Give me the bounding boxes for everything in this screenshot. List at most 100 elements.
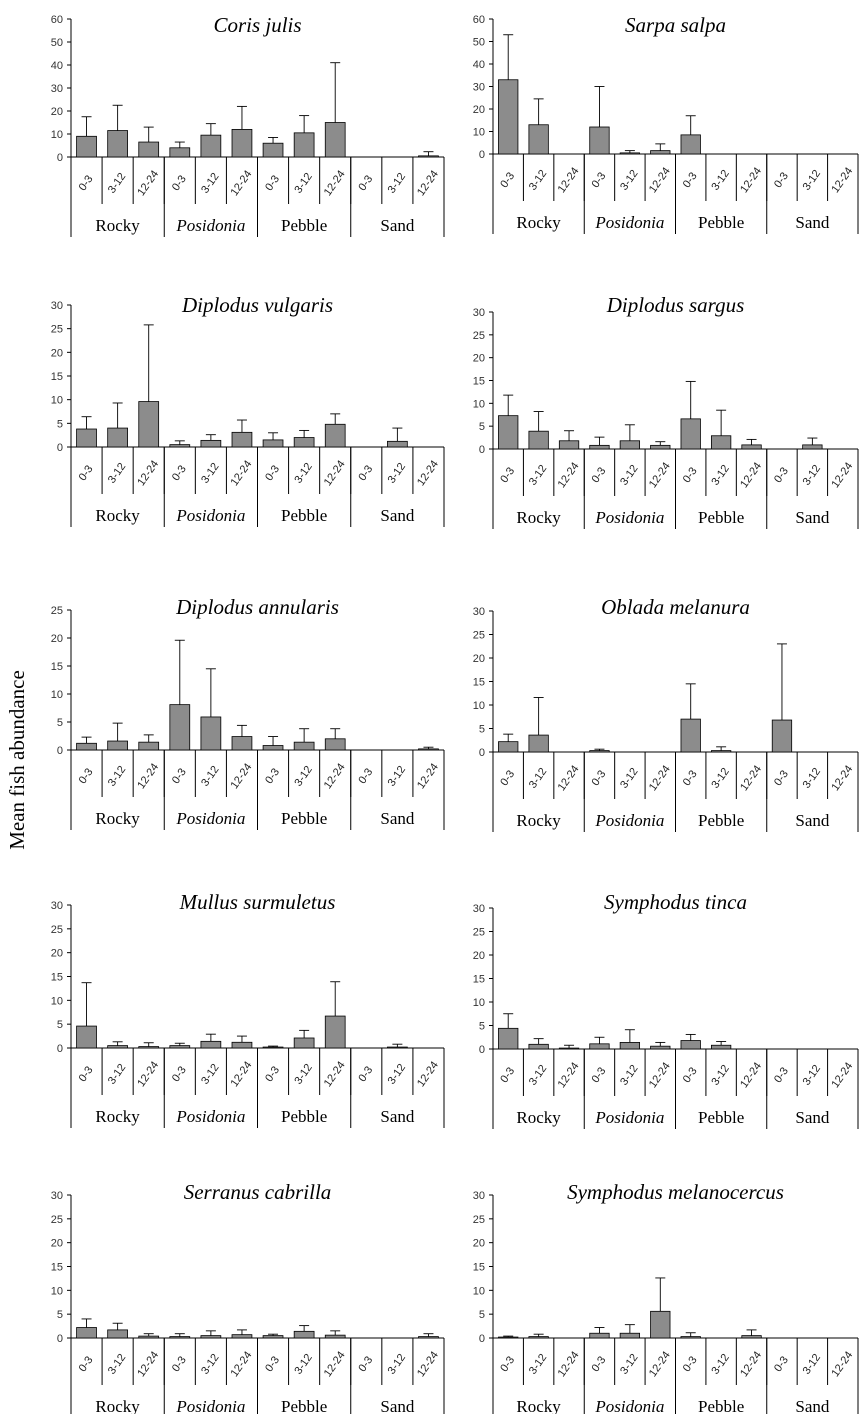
- category-label: 0-3: [356, 1354, 375, 1374]
- habitat-label: Pebble: [698, 1397, 744, 1414]
- category-label: 0-3: [681, 170, 700, 190]
- bar: [200, 1335, 222, 1339]
- bar: [293, 1330, 315, 1339]
- chart-title: Mullus surmuletus: [179, 890, 336, 914]
- bar: [107, 1045, 128, 1049]
- chart-panel-10: Symphodus melanocercus 0 5 10 15 20 25 30 0-3 3-1…: [473, 1180, 859, 1414]
- category-label: 12-24: [556, 460, 582, 490]
- category-label: 3-12: [709, 1063, 731, 1088]
- category-label: 0-3: [263, 463, 282, 483]
- category-label: 3-12: [292, 1062, 314, 1087]
- y-tick-label: 20: [51, 633, 63, 645]
- habitat-label: Posidonia: [175, 1107, 245, 1126]
- y-tick-label: 5: [57, 1309, 63, 1321]
- category-label: 12-24: [415, 761, 441, 791]
- y-tick-label: 5: [479, 1309, 485, 1321]
- y-tick-label: 30: [51, 83, 63, 95]
- habitat-label: Pebble: [281, 506, 327, 525]
- bar: [107, 740, 128, 751]
- bar: [387, 1046, 408, 1049]
- chart-title: Diplodus vulgaris: [181, 293, 333, 317]
- category-label: 12-24: [415, 1349, 441, 1379]
- chart-panel-7: Mullus surmuletus 0 5 10 15 20 25 30 0-3 3-12 12-2…: [51, 890, 445, 1128]
- category-label: 0-3: [498, 1065, 517, 1085]
- bar: [528, 1043, 549, 1050]
- habitat-label: Pebble: [698, 213, 744, 232]
- habitat-label: Posidonia: [594, 1108, 664, 1127]
- category-label: 12-24: [322, 1059, 348, 1089]
- bar: [231, 1041, 253, 1049]
- category-label: 0-3: [772, 1354, 791, 1374]
- category-label: 0-3: [681, 1065, 700, 1085]
- chart-title: Symphodus melanocercus: [567, 1180, 784, 1204]
- category-label: 3-12: [527, 1352, 549, 1377]
- bar: [231, 1334, 253, 1339]
- habitat-label: Sand: [380, 1107, 415, 1126]
- bar: [741, 444, 762, 450]
- bar: [76, 742, 97, 751]
- category-label: 0-3: [772, 1065, 791, 1085]
- y-tick-label: 0: [57, 152, 63, 164]
- y-axis-label: Mean fish abundance: [5, 670, 29, 850]
- habitat-label: Rocky: [95, 216, 140, 235]
- category-label: 3-12: [386, 1062, 408, 1087]
- category-label: 12-24: [322, 168, 348, 198]
- category-label: 0-3: [77, 1064, 96, 1084]
- category-label: 12-24: [415, 168, 441, 198]
- habitat-label: Sand: [380, 216, 415, 235]
- y-tick-label: 5: [57, 1019, 63, 1031]
- chart-panel-3: Diplodus vulgaris 0 5 10 15 20 25 30 0-3 3-12 12-2…: [51, 293, 445, 527]
- category-label: 12-24: [229, 1349, 255, 1379]
- category-label: 12-24: [647, 460, 673, 490]
- category-label: 12-24: [647, 763, 673, 793]
- y-tick-label: 0: [479, 444, 485, 456]
- y-tick-label: 20: [473, 1238, 485, 1250]
- category-label: 3-12: [386, 1352, 408, 1377]
- y-tick-label: 10: [51, 995, 63, 1007]
- bar: [293, 132, 315, 158]
- y-tick-label: 25: [473, 630, 485, 642]
- chart-title: Serranus cabrilla: [184, 1180, 332, 1204]
- y-tick-label: 15: [51, 371, 63, 383]
- bar: [138, 1046, 160, 1049]
- category-label: 3-12: [292, 1352, 314, 1377]
- category-label: 12-24: [229, 1059, 255, 1089]
- y-tick-label: 15: [473, 1262, 485, 1274]
- bar: [200, 439, 222, 448]
- category-label: 3-12: [386, 171, 408, 196]
- bar: [498, 1027, 519, 1050]
- y-tick-label: 20: [51, 106, 63, 118]
- bar: [589, 126, 610, 155]
- bar: [262, 745, 284, 751]
- category-label: 12-24: [647, 1349, 673, 1379]
- y-tick-label: 0: [57, 1043, 63, 1055]
- y-tick-label: 15: [473, 974, 485, 986]
- category-label: 0-3: [590, 170, 609, 190]
- category-label: 3-12: [618, 1352, 640, 1377]
- bar: [324, 1334, 346, 1339]
- bar: [169, 704, 191, 751]
- bar: [650, 444, 671, 450]
- chart-title: Oblada melanura: [601, 595, 750, 619]
- category-label: 0-3: [170, 173, 189, 193]
- bar: [76, 1327, 97, 1339]
- category-label: 3-12: [709, 1352, 731, 1377]
- category-label: 0-3: [77, 463, 96, 483]
- habitat-label: Rocky: [95, 809, 140, 828]
- chart-panel-8: Symphodus tinca 0 5 10 15 20 25 30 0-3 3-12 12-24 0…: [473, 890, 859, 1129]
- category-label: 3-12: [292, 764, 314, 789]
- category-label: 3-12: [106, 1352, 128, 1377]
- y-tick-label: 25: [473, 927, 485, 939]
- y-tick-label: 30: [473, 82, 485, 94]
- category-label: 3-12: [709, 766, 731, 791]
- bar: [138, 141, 160, 158]
- habitat-label: Sand: [795, 213, 830, 232]
- habitat-label: Posidonia: [175, 216, 245, 235]
- category-label: 3-12: [618, 463, 640, 488]
- y-tick-label: 40: [473, 59, 485, 71]
- category-label: 12-24: [738, 460, 764, 490]
- chart-title: Coris julis: [213, 13, 301, 37]
- chart-title: Symphodus tinca: [604, 890, 747, 914]
- bar: [619, 1332, 641, 1339]
- bar: [528, 1336, 549, 1339]
